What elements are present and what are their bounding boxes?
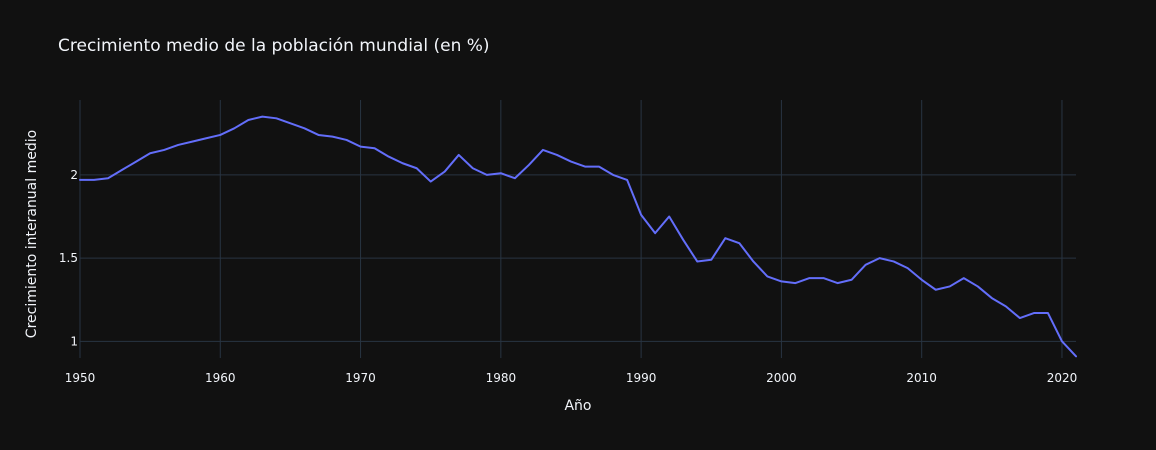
x-tick-labels: 1950 1960 1970 1980 1990 2000 2010 2020 <box>65 371 1078 385</box>
x-tick-label: 1960 <box>205 371 236 385</box>
x-tick-label: 2000 <box>766 371 797 385</box>
x-tick-label: 1950 <box>65 371 96 385</box>
chart-title: Crecimiento medio de la población mundia… <box>58 36 490 56</box>
x-gridlines <box>79 100 1063 358</box>
y-tick-label: 1 <box>70 334 78 348</box>
y-tick-labels: 11.52 <box>59 168 78 348</box>
y-axis-title: Crecimiento interanual medio <box>24 130 40 338</box>
series-line <box>79 115 1077 358</box>
x-tick-label: 1990 <box>626 371 657 385</box>
x-tick-label: 2020 <box>1047 371 1078 385</box>
x-tick-label: 1970 <box>345 371 376 385</box>
x-tick-label: 2010 <box>906 371 937 385</box>
series-lines <box>79 115 1077 358</box>
y-tick-label: 1.5 <box>59 251 78 265</box>
y-tick-label: 2 <box>70 168 78 182</box>
y-gridlines <box>80 174 1076 342</box>
x-axis-title: Año <box>564 398 591 414</box>
x-tick-label: 1980 <box>486 371 517 385</box>
